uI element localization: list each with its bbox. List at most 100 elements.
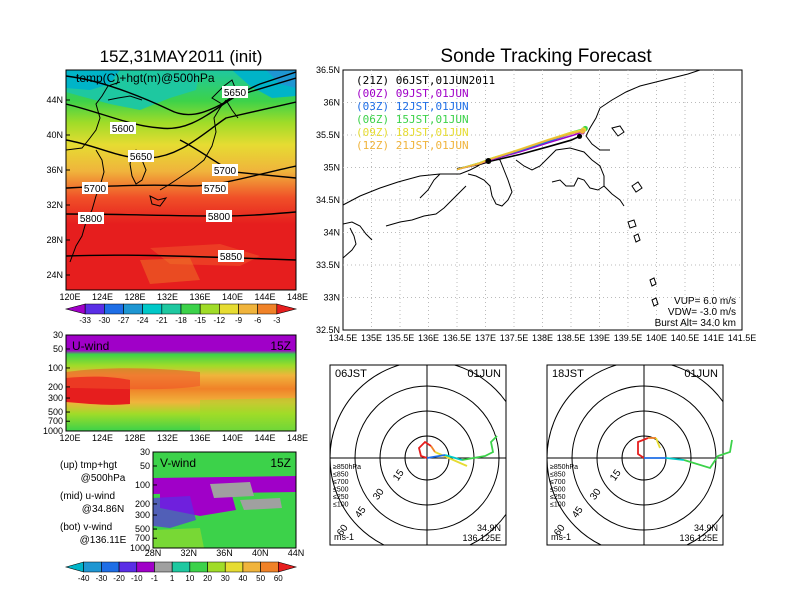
hodograph-rings [547,365,723,545]
lon-tick: 137.5E [500,333,529,343]
track-marker [485,158,492,164]
temperature-map: 5650 5600 5650 5700 5750 5700 5800 5800 … [66,70,296,290]
colorbar-tick: -30 [99,316,111,325]
colorbar-tick: 30 [221,574,230,583]
colorbar-cell [278,561,298,573]
colorbar-cell [219,303,239,315]
lon-tick: 132E [157,433,178,443]
colorbar-cell [118,561,138,573]
wind-colorbar: -40 -30 -20 -10 -1 1 10 20 30 40 50 60 [64,561,298,583]
contour-label: 5650 [224,88,247,99]
lon-tick: 144E [254,433,275,443]
colorbar-tick: 10 [185,574,194,583]
lon-tick: 139.5E [614,333,643,343]
pressure-legend-entry: ≤700 [333,479,349,486]
colorbar-tick: -18 [175,316,187,325]
pressure-tick: 50 [53,344,63,354]
lon-tick: 148E [287,433,308,443]
colorbar-tick: -24 [137,316,149,325]
colorbar-tick: -15 [194,316,206,325]
legend-entry: (00Z) 09JST,01JUN [356,87,469,100]
hodograph-trace [683,439,733,470]
track-legend: (21Z) 06JST,01JUN2011 (00Z) 09JST,01JUN … [356,74,495,152]
u-wind-panel [66,335,296,431]
track-lines [456,125,588,171]
lat-tick: 40N [46,130,63,140]
lon-tick: 136E [418,333,439,343]
lat-tick: 35.5N [316,130,340,140]
track-endpoint [576,133,583,139]
colorbar-cell [101,561,120,573]
coastline [343,70,701,307]
hodograph-frame [329,364,507,546]
lat-tick: 33N [323,293,340,303]
colorbar-tick: -10 [131,574,143,583]
track-series-line [456,130,583,171]
legend-entry: (03Z) 12JST,01JUN [356,100,469,113]
pressure-tick: 700 [48,416,63,426]
pressure-tick: 200 [135,499,150,509]
pressure-tick: 500 [48,407,63,417]
colorbar-cell [257,303,278,315]
contour-label: 5800 [80,214,103,225]
v-wind-label: V-wind [160,456,196,470]
colorbar-cell [276,303,298,315]
lon-tick: 120E [59,292,80,302]
legend-entry: (09Z) 18JST,01JUN [356,126,469,139]
hodograph-trace [637,437,649,459]
lon-tick: 148E [287,292,308,302]
colorbar-cell [189,561,208,573]
v-wind-panel [153,452,296,548]
colorbar-cell [238,303,258,315]
hodograph-date: 01JUN [684,368,718,380]
contour-label: 5850 [220,252,243,263]
hodograph-date: 01JUN [467,368,501,380]
lon-tick: 124E [92,433,113,443]
pressure-tick: 500 [135,524,150,534]
colorbar-tick: -1 [151,574,159,583]
colorbar-cell [171,561,191,573]
colorbar-cell [242,561,261,573]
colorbar-cell [136,561,155,573]
colorbar-tick: -30 [96,574,108,583]
pressure-legend-entry: ≤700 [550,479,566,486]
lon-tick: 136.5E [443,333,472,343]
note-head: (mid) u-wind [60,491,115,502]
contour-label: 5600 [112,124,135,135]
lon-tick: 144E [254,292,275,302]
colorbar-tick: 40 [238,574,247,583]
colorbar-cell [199,303,220,315]
lon-tick: 140E [646,333,667,343]
pressure-legend-entry: ≤100 [333,502,349,509]
contour-label: 5750 [204,184,227,195]
lat-tick: 24N [46,270,63,280]
param-vup: VUP= 6.0 m/s [674,296,736,307]
pressure-legend-entry: ≤250 [333,494,349,501]
colorbar-cell [64,303,86,315]
hodograph-time: 18JST [552,368,584,380]
lon-tick: 140E [222,292,243,302]
colorbar-cell [161,303,182,315]
colorbar-tick: -40 [78,574,90,583]
pressure-tick: 1000 [130,543,150,553]
lat-tick: 33.5N [316,260,340,270]
colorbar-tick: -33 [79,316,91,325]
legend-entry: (12Z) 21JST,01JUN [356,139,469,152]
track-endpoint [579,128,586,134]
map-label: temp(C)+hgt(m)@500hPa [76,71,215,85]
lat-tick: 36N [323,98,340,108]
pressure-legend-entry: ≥850hPa [550,464,578,471]
lon-tick: 134.5E [329,333,358,343]
hodograph-trace [461,435,498,461]
pressure-tick: 50 [140,461,150,471]
lon-tick: 136E [189,292,210,302]
colorbar-tick: 1 [170,574,175,583]
pressure-tick: 30 [140,447,150,457]
note-head: (bot) v-wind [60,522,112,533]
lon-tick: 141.5E [728,333,757,343]
colorbar-cell [84,303,105,315]
u-wind-label: U-wind [72,339,109,353]
pressure-tick: 100 [135,480,150,490]
colorbar-cell [180,303,201,315]
